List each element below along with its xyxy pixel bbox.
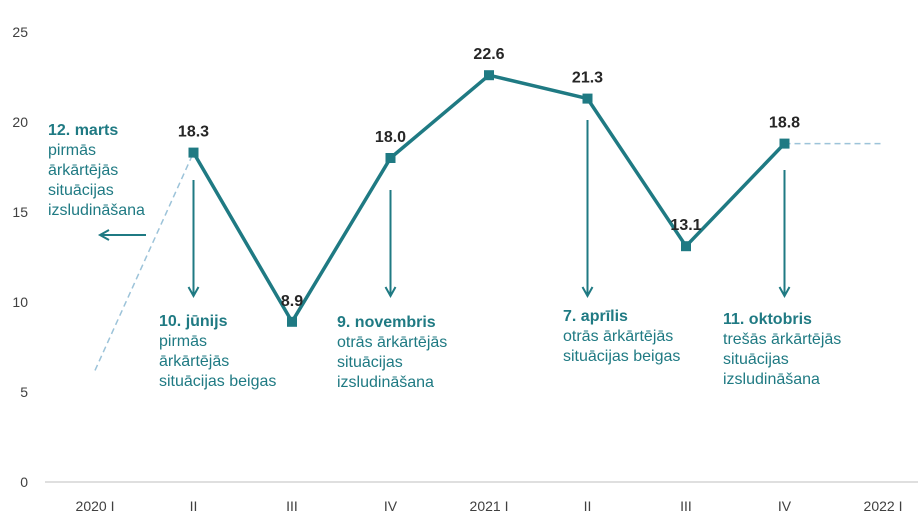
annotation-line: pirmās xyxy=(48,142,96,159)
data-point xyxy=(385,153,396,163)
y-tick-label: 20 xyxy=(12,114,28,130)
annotation-line: otrās ārkārtējās xyxy=(563,328,673,345)
annotation-arrows xyxy=(97,120,791,299)
data-label: 18.3 xyxy=(178,124,209,141)
annotation-title: 12. marts xyxy=(48,122,118,139)
annotation-line: situācijas xyxy=(337,354,403,371)
data-point xyxy=(287,316,297,327)
annotation-line: izsludināšana xyxy=(337,374,434,391)
annotation-line: izsludināšana xyxy=(48,202,145,219)
annotation-text: 10. jūnijs pirmās ārkārtējās situācijas bei… xyxy=(159,313,276,390)
annotation-title: 7. aprīlis xyxy=(563,308,628,325)
data-label: 13.1 xyxy=(670,217,701,234)
x-tick-label: II xyxy=(584,498,592,514)
annotation-line: pirmās xyxy=(159,333,207,350)
data-points xyxy=(188,70,790,327)
data-label: 8.9 xyxy=(281,293,303,310)
data-point xyxy=(484,70,494,81)
annotation-line: situācijas xyxy=(48,182,114,199)
x-tick-label: 2021 I xyxy=(470,498,509,514)
x-tick-label: III xyxy=(286,498,298,514)
dashed-lines xyxy=(94,142,883,371)
data-label: 18.0 xyxy=(375,129,406,146)
annotation-text: 12. marts pirmās ārkārtējās situācijas izslu… xyxy=(48,122,145,219)
annotation-line: otrās ārkārtējās xyxy=(337,334,447,351)
x-tick-label: 2022 I xyxy=(864,498,903,514)
annotation-line: trešās ārkārtējās xyxy=(723,331,841,348)
annotation-title: 11. oktobris xyxy=(723,311,812,328)
x-axis-labels: 2020 I II III IV 2021 I II III IV 2022 I xyxy=(76,498,903,514)
arrow-head xyxy=(581,286,594,299)
y-tick-label: 25 xyxy=(12,24,28,40)
data-point xyxy=(582,93,593,104)
y-tick-label: 0 xyxy=(20,474,28,490)
x-tick-label: 2020 I xyxy=(76,498,115,514)
y-tick-label: 10 xyxy=(12,294,28,310)
annotation-line: situācijas beigas xyxy=(159,373,276,390)
annotation-title: 10. jūnijs xyxy=(159,313,228,330)
annotations: 12. marts pirmās ārkārtējās situācijas izslu… xyxy=(48,122,841,391)
data-label: 21.3 xyxy=(572,70,603,87)
arrow-head xyxy=(97,229,110,241)
y-tick-label: 5 xyxy=(20,384,28,400)
arrow-head xyxy=(778,286,791,299)
annotation-text: 11. oktobris trešās ārkārtējās situācijas i… xyxy=(723,311,841,388)
y-axis-labels: 0 5 10 15 20 25 xyxy=(12,24,28,490)
annotation-title: 9. novembris xyxy=(337,314,436,331)
annotation-line: ārkārtējās xyxy=(159,353,229,370)
annotation-line: situācijas beigas xyxy=(563,348,680,365)
data-point xyxy=(779,138,790,149)
x-tick-label: IV xyxy=(384,498,398,514)
annotation-text: 7. aprīlis otrās ārkārtējās situācijas bei… xyxy=(563,308,680,365)
x-tick-label: II xyxy=(190,498,198,514)
series-line xyxy=(191,73,786,324)
annotation-line: izsludināšana xyxy=(723,371,820,388)
data-label: 22.6 xyxy=(473,46,504,63)
data-labels: 18.3 8.9 18.0 22.6 21.3 13.1 18.8 xyxy=(178,46,800,310)
y-tick-label: 15 xyxy=(12,204,28,220)
data-point xyxy=(188,147,199,158)
data-label: 18.8 xyxy=(769,115,800,132)
x-tick-label: IV xyxy=(778,498,792,514)
annotation-line: ārkārtējās xyxy=(48,162,118,179)
x-tick-label: III xyxy=(680,498,692,514)
data-point xyxy=(681,241,691,252)
arrow-head xyxy=(187,286,200,299)
arrow-head xyxy=(384,286,397,299)
annotation-line: situācijas xyxy=(723,351,789,368)
annotation-text: 9. novembris otrās ārkārtējās situācijas iz… xyxy=(337,314,447,391)
